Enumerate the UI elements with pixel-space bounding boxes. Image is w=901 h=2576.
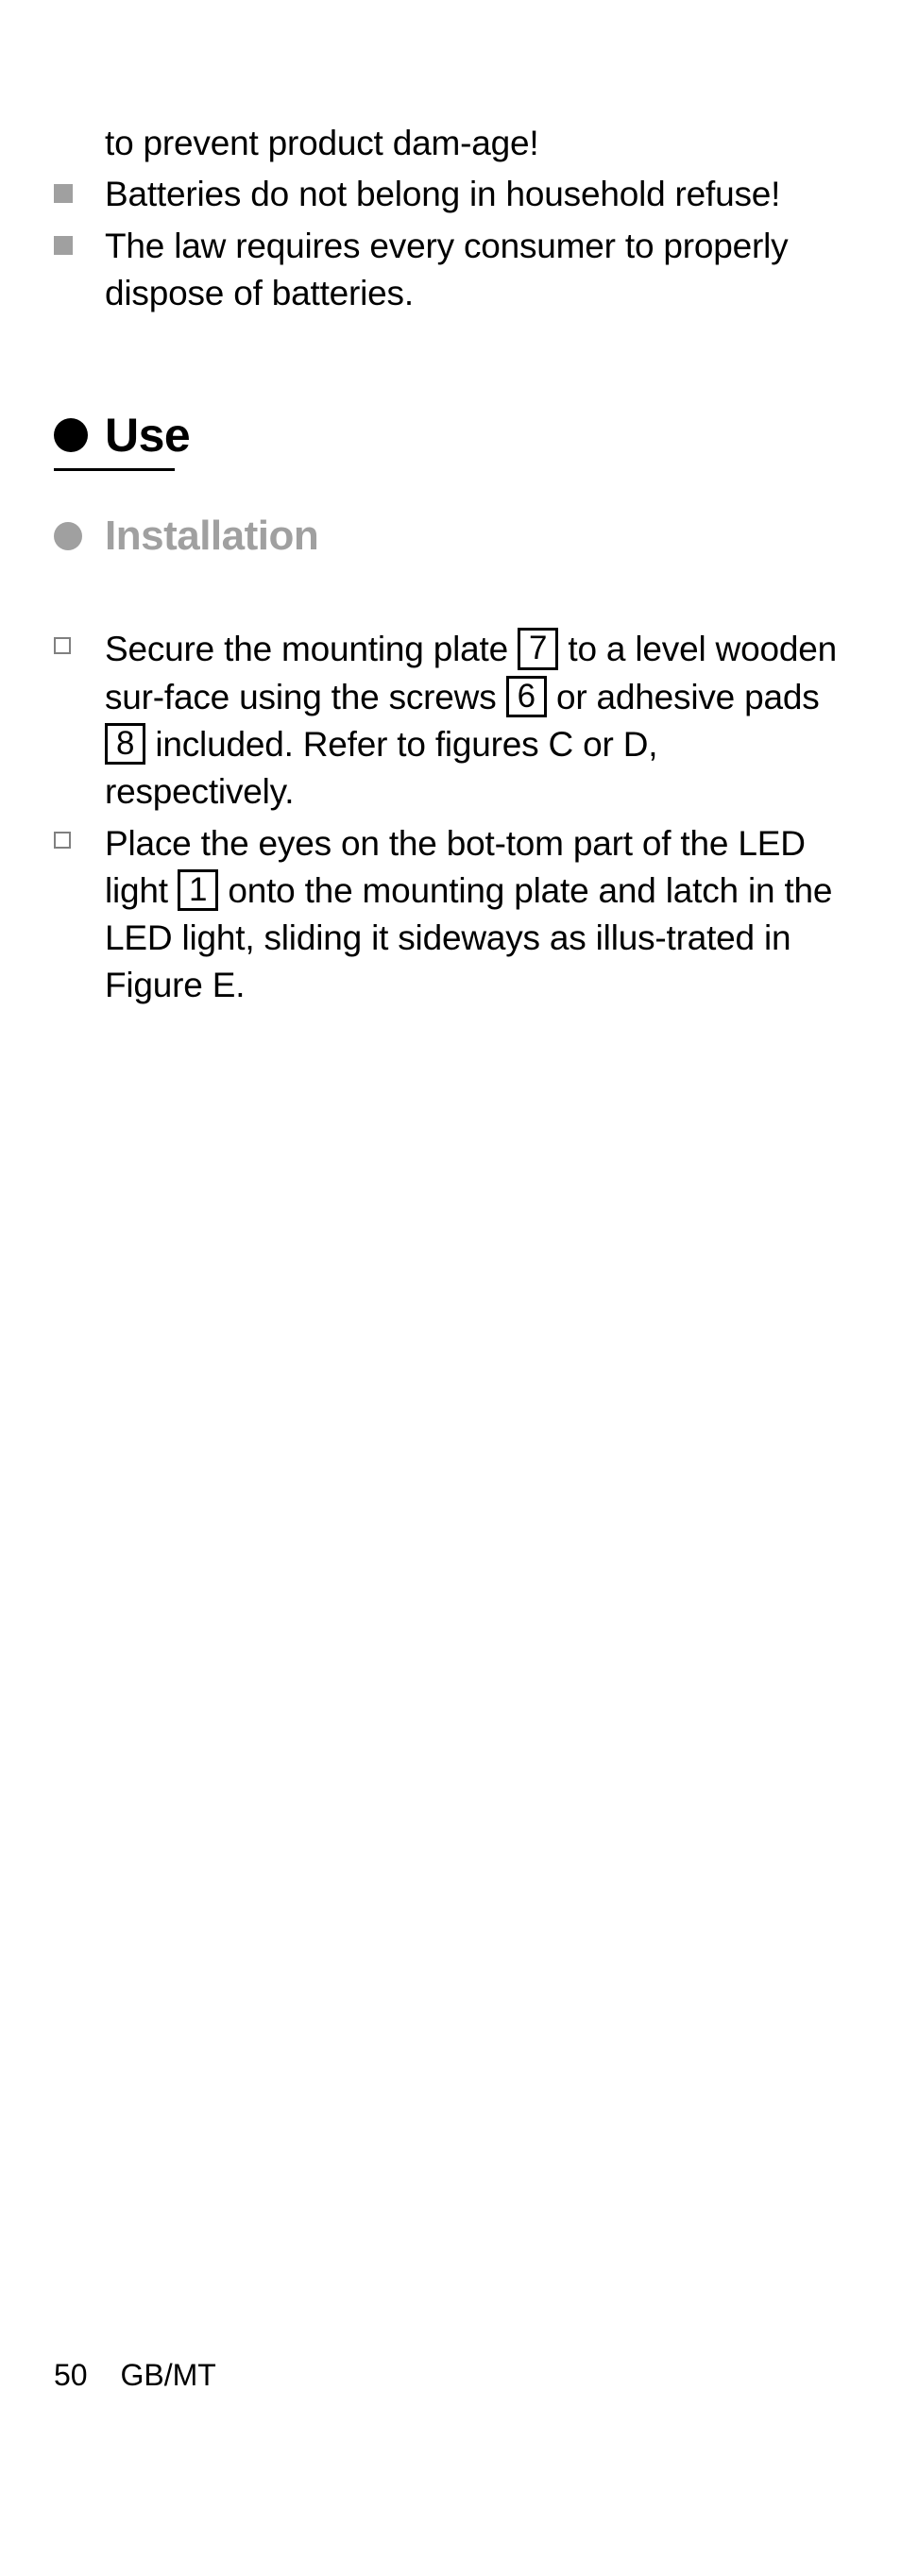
- part-ref-box: 6: [506, 676, 547, 718]
- t: or adhesive pads: [547, 678, 820, 716]
- list-item: to prevent product dam-age!: [54, 120, 847, 167]
- part-ref-box: 8: [105, 723, 145, 766]
- list-item: Secure the mounting plate 7 to a level w…: [54, 626, 847, 816]
- dot-icon: [54, 418, 88, 452]
- step-text: Secure the mounting plate 7 to a level w…: [105, 626, 847, 816]
- manual-page: to prevent product dam-age! Batteries do…: [0, 82, 901, 2491]
- top-margin-strip: [0, 0, 901, 82]
- bottom-margin-strip: [0, 2491, 901, 2576]
- heading-use: Use: [105, 408, 190, 463]
- heading-installation-row: Installation: [54, 513, 847, 560]
- square-bullet-icon: [54, 184, 73, 203]
- page-number: 50: [54, 2358, 88, 2392]
- dot-icon: [54, 522, 82, 550]
- heading-use-row: Use: [54, 408, 847, 463]
- list-item: Place the eyes on the bot-tom part of th…: [54, 820, 847, 1010]
- open-square-bullet-icon: [54, 637, 71, 654]
- t: Secure the mounting plate: [105, 630, 518, 668]
- part-ref-box: 7: [518, 628, 558, 670]
- step-text: Place the eyes on the bot-tom part of th…: [105, 820, 847, 1010]
- t: included. Refer to figures C or D, respe…: [105, 725, 657, 811]
- open-square-bullet-icon: [54, 832, 71, 849]
- list-item: The law requires every consumer to prope…: [54, 223, 847, 318]
- steps-list: Secure the mounting plate 7 to a level w…: [54, 626, 847, 1010]
- heading-installation: Installation: [105, 513, 318, 560]
- bullet-placeholder: [54, 120, 105, 133]
- list-item: Batteries do not belong in household ref…: [54, 171, 847, 218]
- list-text: The law requires every consumer to prope…: [105, 223, 847, 318]
- part-ref-box: 1: [178, 869, 218, 912]
- square-bullet-icon: [54, 236, 73, 255]
- list-text: to prevent product dam-age!: [105, 120, 847, 167]
- page-footer: 50 GB/MT: [54, 2358, 216, 2393]
- intro-list: to prevent product dam-age! Batteries do…: [54, 120, 847, 317]
- region-code: GB/MT: [120, 2358, 215, 2392]
- list-text: Batteries do not belong in household ref…: [105, 171, 847, 218]
- heading-underline: [54, 468, 175, 471]
